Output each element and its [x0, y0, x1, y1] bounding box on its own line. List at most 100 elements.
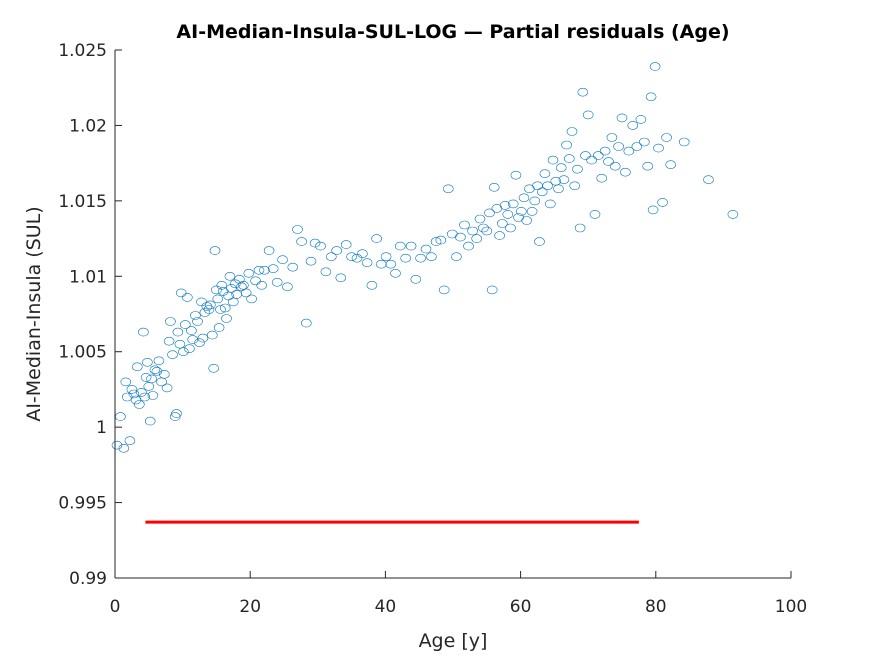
- data-point: [561, 140, 572, 150]
- data-point: [230, 279, 241, 289]
- data-point: [727, 210, 739, 219]
- data-point: [606, 133, 618, 142]
- data-point: [163, 336, 175, 346]
- data-point: [167, 350, 178, 360]
- data-point: [645, 92, 657, 102]
- data-point: [467, 226, 478, 236]
- data-point: [574, 223, 586, 233]
- data-point: [521, 216, 533, 225]
- data-point: [226, 284, 237, 293]
- data-point: [253, 265, 265, 275]
- data-point: [661, 133, 672, 142]
- data-point: [638, 137, 650, 147]
- data-point: [172, 327, 184, 337]
- data-point: [140, 373, 152, 382]
- y-tick-label: 1.02: [69, 116, 107, 136]
- data-point: [134, 400, 145, 409]
- data-point: [309, 238, 321, 248]
- data-point: [180, 320, 191, 329]
- data-point: [190, 311, 201, 320]
- data-point: [415, 253, 426, 263]
- data-point: [199, 308, 211, 317]
- data-point: [371, 234, 382, 243]
- data-point: [197, 333, 209, 343]
- data-point: [165, 317, 176, 326]
- data-point: [138, 327, 149, 337]
- data-point: [221, 314, 232, 323]
- data-point: [139, 392, 150, 402]
- data-point: [111, 440, 123, 450]
- data-point: [208, 363, 219, 373]
- data-point: [631, 142, 643, 151]
- data-point: [259, 265, 270, 275]
- data-point: [471, 234, 483, 243]
- data-point: [216, 280, 228, 290]
- data-point: [142, 357, 153, 367]
- data-point: [647, 205, 659, 215]
- data-point: [539, 169, 551, 178]
- data-point: [120, 377, 132, 387]
- data-point: [653, 143, 664, 153]
- data-point: [331, 246, 343, 255]
- data-point: [486, 285, 498, 295]
- data-point: [555, 163, 567, 172]
- data-point: [340, 240, 352, 249]
- data-point: [518, 193, 530, 203]
- data-point: [335, 273, 347, 283]
- x-axis-label: Age [y]: [419, 630, 488, 652]
- data-point: [400, 253, 412, 263]
- chart-title: AI-Median-Insula-SUL-LOG — Partial resid…: [176, 21, 729, 43]
- x-tick-label: 40: [375, 597, 397, 617]
- data-point: [536, 187, 548, 197]
- data-point: [153, 356, 165, 366]
- data-point: [678, 137, 690, 147]
- data-point: [586, 155, 597, 165]
- data-point: [577, 87, 589, 97]
- y-tick-label: 0.995: [58, 494, 107, 514]
- data-point: [159, 369, 170, 379]
- data-point: [542, 181, 553, 191]
- data-point: [596, 173, 608, 183]
- y-tick-label: 1: [96, 418, 107, 438]
- data-point: [366, 280, 378, 290]
- data-point: [186, 326, 197, 335]
- data-point: [589, 210, 601, 219]
- data-point: [426, 252, 437, 262]
- data-point: [357, 249, 368, 258]
- data-point: [499, 201, 511, 210]
- x-axis-ticks: 0 20 40 60 80 100: [110, 571, 807, 617]
- data-point: [228, 297, 239, 307]
- data-point: [566, 127, 578, 136]
- data-point: [385, 259, 397, 269]
- data-point: [184, 344, 195, 354]
- data-point: [282, 282, 293, 292]
- data-point: [657, 198, 668, 207]
- data-point: [451, 252, 462, 262]
- data-point: [553, 184, 564, 194]
- data-point: [507, 199, 519, 209]
- data-point: [296, 237, 307, 246]
- data-point: [481, 226, 493, 236]
- data-point: [207, 330, 218, 340]
- data-point: [410, 274, 422, 284]
- y-tick-label: 1.01: [69, 267, 107, 287]
- x-tick-label: 60: [510, 597, 532, 617]
- data-point: [375, 259, 387, 269]
- data-point: [174, 339, 186, 349]
- data-point: [496, 219, 508, 228]
- data-point: [613, 142, 624, 151]
- data-point: [420, 244, 432, 254]
- data-point: [151, 366, 163, 376]
- data-point: [124, 436, 136, 446]
- data-point: [478, 223, 489, 233]
- data-point: [510, 170, 522, 180]
- data-point: [243, 268, 255, 278]
- data-point: [224, 271, 236, 281]
- data-point: [394, 241, 406, 251]
- data-point: [502, 210, 514, 219]
- data-point: [430, 237, 442, 246]
- data-point: [256, 280, 268, 290]
- data-point: [558, 175, 570, 184]
- plot-area: [111, 62, 739, 524]
- data-point: [405, 241, 417, 251]
